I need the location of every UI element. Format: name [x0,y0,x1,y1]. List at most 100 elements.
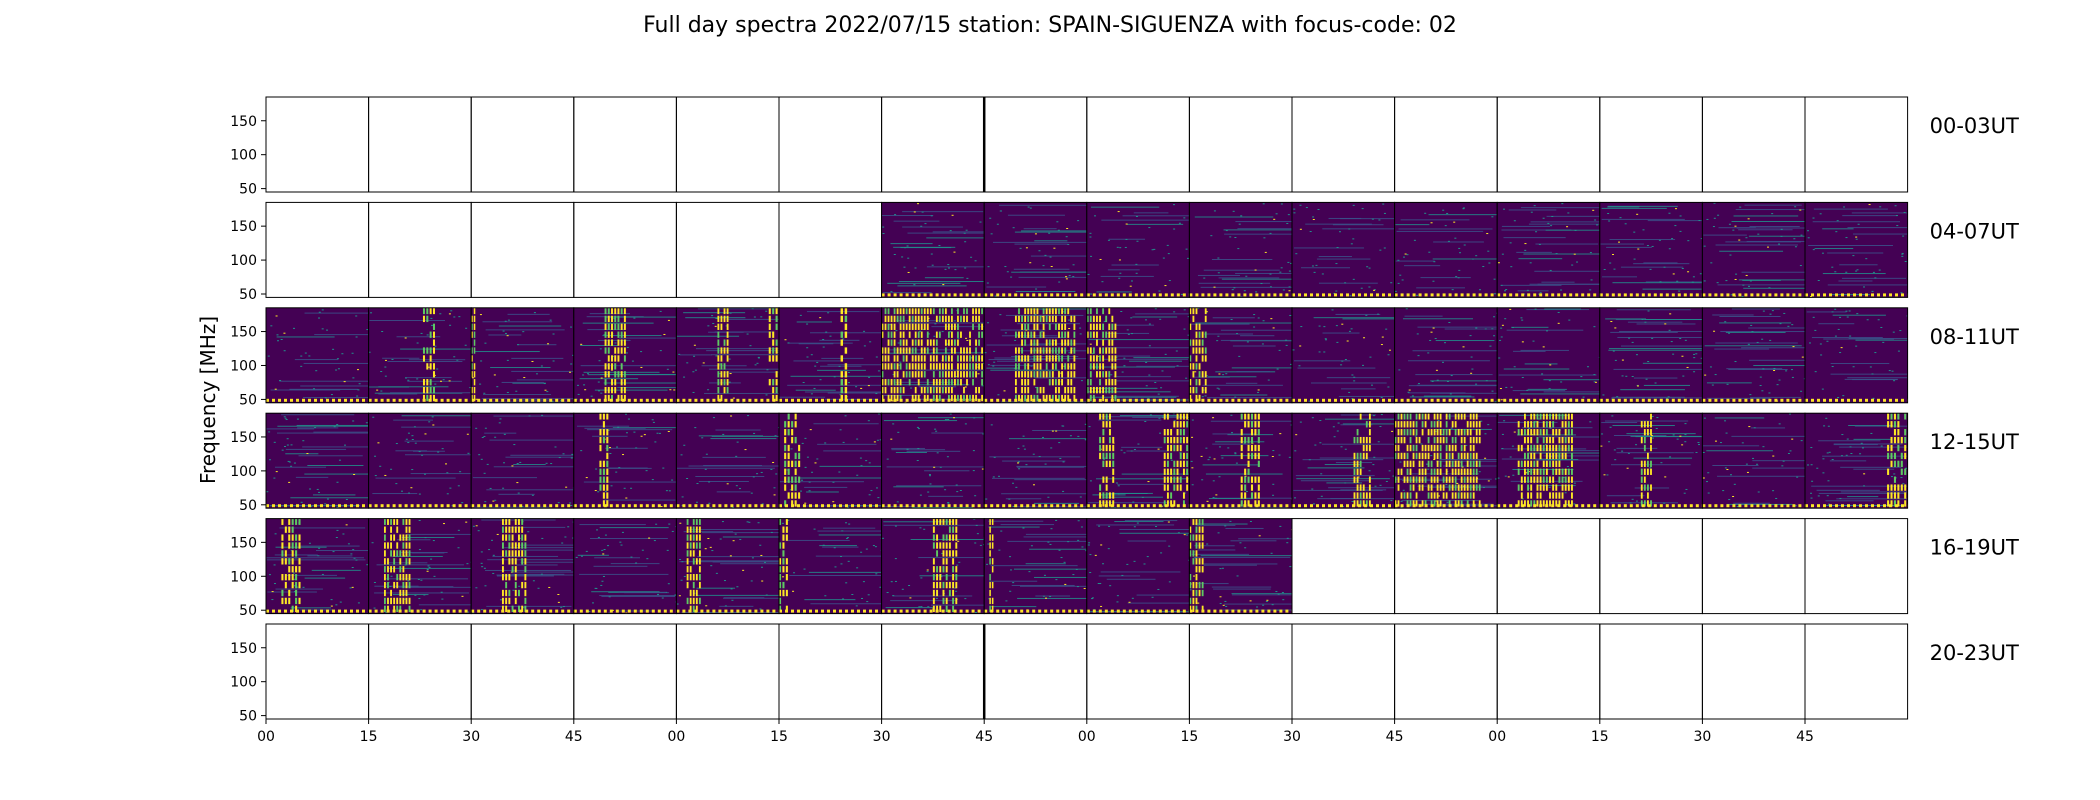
speckle [1749,394,1752,396]
burst-segment [602,484,605,491]
burst-segment [1111,363,1114,370]
burst-segment [1475,413,1478,420]
rfi-line [1395,260,1435,262]
speckle [1417,355,1420,357]
speckle [1278,454,1281,456]
burst-segment [1555,452,1558,460]
burst-segment [604,315,607,323]
burst-segment [1433,468,1436,475]
speckle [1231,432,1234,434]
speckle [1633,231,1636,233]
speckle [273,583,276,585]
baseline-dot [1062,504,1066,508]
baseline-dot [1647,293,1651,297]
speckle [569,371,572,373]
burst-segment [1545,452,1548,460]
burst-segment [1530,468,1533,475]
speckle [1058,281,1061,283]
baseline-dot [1304,398,1307,402]
speckle [1398,369,1401,371]
burst-segment [432,307,435,315]
speckle [1855,238,1858,240]
speckle [929,475,932,477]
baseline-dot [1895,293,1898,297]
speckle [1651,245,1654,247]
burst-segment [1048,315,1051,323]
row-label: 08-11UT [1930,325,2019,349]
speckle [1893,473,1896,475]
baseline-dot [1533,293,1537,297]
speckle [993,350,996,352]
baseline-dot [1322,293,1325,297]
rfi-line [1703,445,1760,447]
speckle [1773,369,1776,371]
speckle [300,501,303,503]
burst-segment [1257,429,1260,436]
rfi-line [1841,277,1907,279]
speckle [1693,357,1696,359]
burst-segment [1192,371,1195,378]
speckle [552,360,555,362]
spectrogram-panel [1701,201,1806,298]
burst-segment [938,394,941,402]
speckle [1293,208,1296,210]
speckle [439,313,442,315]
speckle [1863,286,1866,288]
burst-segment [1545,484,1548,491]
speckle [426,334,429,336]
speckle [442,379,445,381]
baseline-dot [1545,504,1549,508]
speckle [1866,319,1869,321]
burst-segment [1111,339,1114,346]
baseline-dot [314,504,317,508]
burst-segment [1900,460,1903,468]
burst-segment [1403,413,1406,420]
speckle [724,316,727,318]
burst-segment [1089,394,1092,402]
burst-segment [1430,468,1433,475]
rfi-line [378,386,449,388]
burst-segment [1111,323,1114,330]
speckle [1831,266,1834,268]
speckle [1487,480,1490,482]
speckle [1627,452,1630,454]
burst-segment [1240,436,1243,444]
spectrogram-panel [1394,96,1498,193]
rfi-line [405,377,452,379]
speckle [513,444,516,446]
burst-segment [1561,444,1564,452]
speckle [712,322,715,324]
burst-segment [1201,331,1204,338]
speckle [1013,367,1016,369]
burst-segment [966,363,968,370]
speckle [336,529,339,531]
burst-segment [1356,452,1359,460]
rfi-line [1096,291,1132,293]
baseline-dot [833,504,836,508]
burst-segment [1530,476,1533,483]
burst-segment [884,386,887,394]
rfi-line [393,419,433,421]
spectrogram-panel [1394,201,1498,298]
baseline-dot [1835,293,1838,297]
baseline-dot [350,398,353,402]
burst-segment [1564,421,1567,428]
burst-segment [602,429,605,436]
y-tick-label: 150 [230,430,257,446]
baseline-dot [1400,398,1404,402]
burst-segment [794,468,797,475]
baseline-dot [953,398,957,402]
burst-segment [1045,307,1048,315]
speckle [1025,464,1028,466]
rfi-line [881,215,934,217]
rfi-line [1706,450,1773,452]
speckle [1672,353,1675,355]
speckle [1042,265,1045,267]
burst-segment [1552,452,1555,460]
rfi-line [1726,368,1783,370]
speckle [672,371,675,373]
speckle [1593,326,1596,328]
speckle [1263,237,1266,239]
rfi-line [1218,277,1280,279]
speckle [999,314,1002,316]
